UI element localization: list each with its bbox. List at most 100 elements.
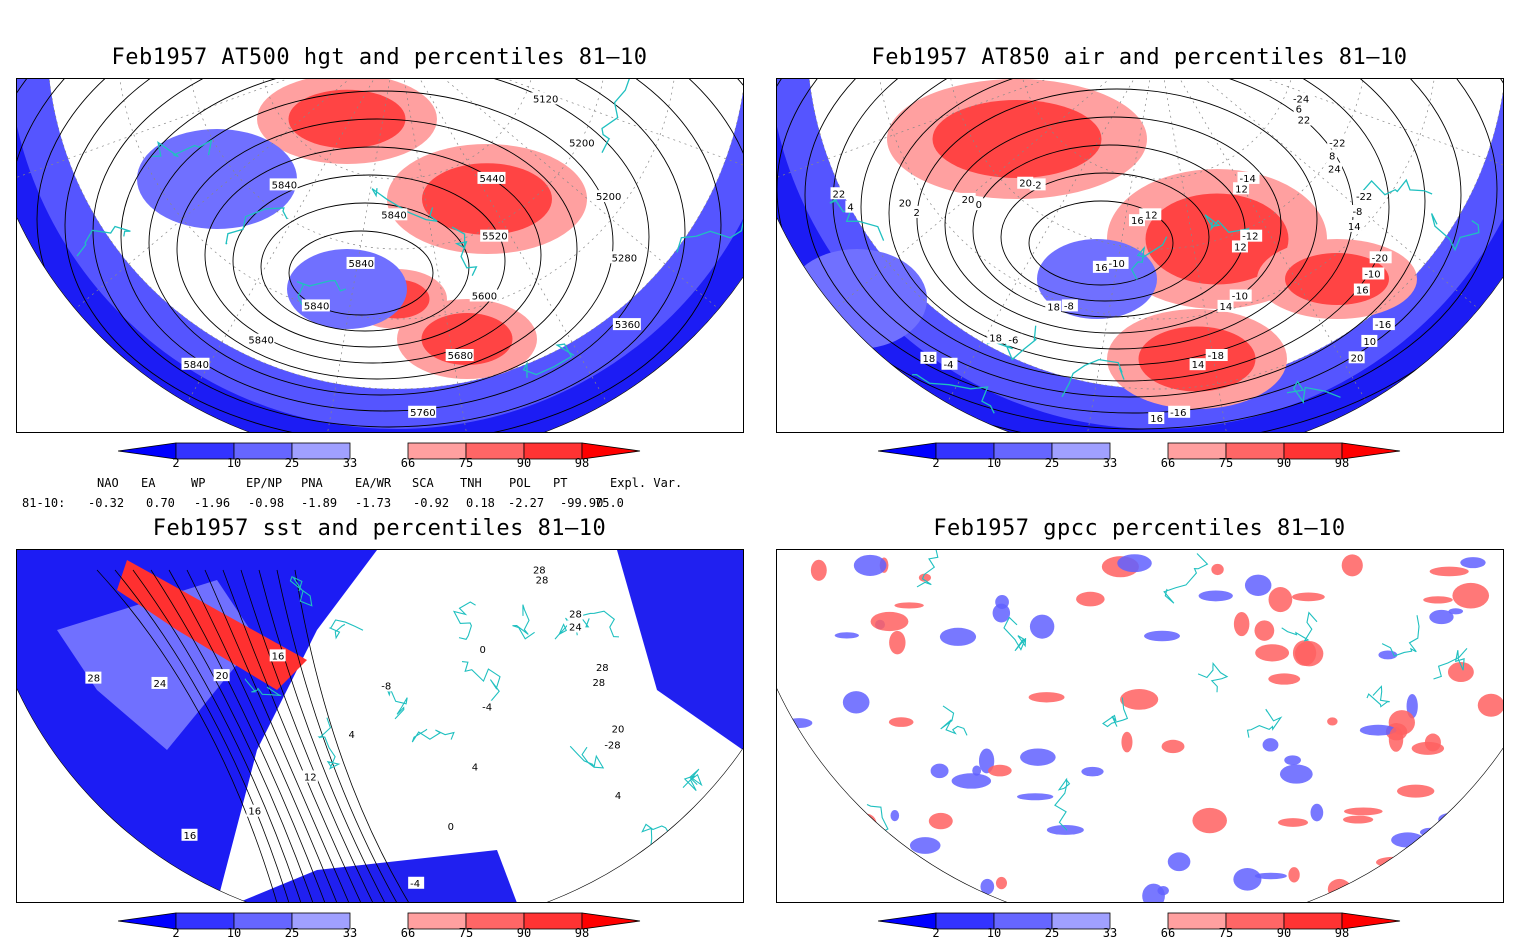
contour-label-text: 24 xyxy=(569,622,582,633)
precip-red-patch xyxy=(918,573,931,582)
panel-title-air: Feb1957 AT850 air and percentiles 81–10 xyxy=(871,45,1408,70)
contour-label-text: 5520 xyxy=(482,232,507,243)
precip-red-patch xyxy=(1341,554,1363,577)
colorbar-extend-low xyxy=(878,912,937,930)
contour-label-text: 5600 xyxy=(472,292,497,303)
shade-blue-anomaly xyxy=(787,249,927,349)
contour-label: -22 xyxy=(1353,190,1376,203)
contour-label-text: 14 xyxy=(1192,360,1205,371)
map-panel-sst: 28 28 28 20 4 0 -4 4 0 -4 -8 4 12 16 16 16 20 24 28 28 24 28-… xyxy=(16,549,744,903)
contour-label-text: 5840 xyxy=(248,336,273,347)
precip-red-patch xyxy=(1292,640,1317,666)
contour-label-text: 16 xyxy=(1150,414,1163,425)
contour-line xyxy=(36,79,743,432)
precip-red-patch xyxy=(1028,692,1065,703)
precip-red-patch xyxy=(1255,644,1290,662)
colorbar-label: 2 xyxy=(932,456,940,470)
colorbar-segment xyxy=(1225,442,1285,460)
graticule-meridian xyxy=(936,79,1158,421)
colorbar-label: 33 xyxy=(342,456,358,470)
contour-line xyxy=(168,569,326,902)
precip-red-patch xyxy=(1211,563,1224,576)
colorbar-segment xyxy=(1051,442,1111,460)
contour-label: 16 xyxy=(1092,260,1109,274)
contour-label: 5760 xyxy=(408,405,437,419)
precip-red-patch xyxy=(810,559,827,581)
graticule-meridian xyxy=(777,79,1158,190)
precip-red-patch xyxy=(821,812,838,830)
map-panel-gpcc xyxy=(776,549,1504,903)
contour-label: 4 xyxy=(346,727,357,741)
colorbar-label: 33 xyxy=(342,926,358,940)
contour-label-text: 28 xyxy=(592,678,605,689)
contour-label: 5600 xyxy=(469,289,498,303)
contour-line xyxy=(860,79,1390,382)
contour-label-text: 5840 xyxy=(184,360,209,371)
contour-label-text: 20 xyxy=(962,195,975,206)
contour-label-text: 2 xyxy=(913,208,919,219)
index-value: -0.32 xyxy=(88,496,125,510)
coastline xyxy=(76,225,131,257)
contour-line xyxy=(777,79,1498,430)
contour-label-text: -6 xyxy=(1008,336,1018,347)
colorbar-segment xyxy=(1283,442,1343,460)
graticule-meridian xyxy=(59,79,398,323)
contour-label: 5280 xyxy=(609,251,638,264)
colorbar-label: 66 xyxy=(400,456,416,470)
colorbar-segment xyxy=(233,442,293,460)
colorbar-label: 33 xyxy=(1102,456,1118,470)
coastline xyxy=(1286,380,1341,404)
coastline xyxy=(1003,616,1027,652)
contour-label-text: -28 xyxy=(604,740,620,751)
contour-label: 5200 xyxy=(593,190,622,203)
colorbar-segment xyxy=(233,912,293,930)
contour-label: 16 xyxy=(181,828,198,842)
precip-red-patch xyxy=(928,812,953,830)
index-value: -1.96 xyxy=(194,496,231,510)
contour-label: 16 xyxy=(246,804,263,818)
contour-label-text: 4 xyxy=(847,203,853,214)
contour-label: 20 xyxy=(609,722,626,735)
precip-blue-patch xyxy=(1262,738,1279,752)
contour-label: 0 xyxy=(973,198,984,211)
colorbar-sst: 2 10 25 33 66 75 90 98 xyxy=(118,910,643,940)
precip-red-patch xyxy=(1327,717,1338,726)
contour-label: 5520 xyxy=(480,229,509,243)
contour-label: 20 xyxy=(896,196,913,210)
colorbar-label: 25 xyxy=(284,456,300,470)
contour-label-text: 5120 xyxy=(533,94,558,105)
contour-label-text: 4 xyxy=(615,791,621,802)
contour-label-text: 18 xyxy=(989,334,1002,345)
contour-label-text: -8 xyxy=(1352,207,1362,218)
contour-label-text: 5200 xyxy=(569,139,594,150)
coastline xyxy=(682,768,703,791)
contour-label: 28 xyxy=(567,607,584,621)
precip-blue-patch xyxy=(1460,557,1486,569)
contour-label: 12 xyxy=(301,770,318,783)
contour-label: 14 xyxy=(1189,358,1206,371)
colorbar-label: 90 xyxy=(1276,926,1292,940)
precip-red-patch xyxy=(1376,856,1409,868)
contour-label-text: 10 xyxy=(1363,337,1376,348)
contour-label: 12 xyxy=(1231,240,1248,253)
precip-red-patch xyxy=(1343,807,1383,816)
graticule-meridian xyxy=(396,79,743,190)
colorbar-hgt: 2 10 25 33 66 75 90 98 xyxy=(118,440,643,480)
contour-line xyxy=(1028,200,1174,286)
coastline xyxy=(916,550,939,588)
colorbar-label: 10 xyxy=(986,926,1002,940)
contour-label: 18 xyxy=(1045,300,1062,314)
contour-label-text: 16 xyxy=(1356,286,1369,297)
precip-blue-patch xyxy=(1244,574,1272,596)
index-header: PNA xyxy=(301,476,323,490)
contour-line xyxy=(204,569,350,902)
coastline xyxy=(1102,697,1129,728)
precip-blue-patch xyxy=(1167,852,1191,872)
precip-red-patch xyxy=(1343,815,1374,824)
contour-line xyxy=(222,569,362,902)
colorbar-segment xyxy=(175,912,235,930)
coastline xyxy=(225,207,288,245)
coastline xyxy=(451,226,478,276)
contour-label: 5440 xyxy=(477,171,506,185)
contour-label: 5360 xyxy=(612,318,641,331)
